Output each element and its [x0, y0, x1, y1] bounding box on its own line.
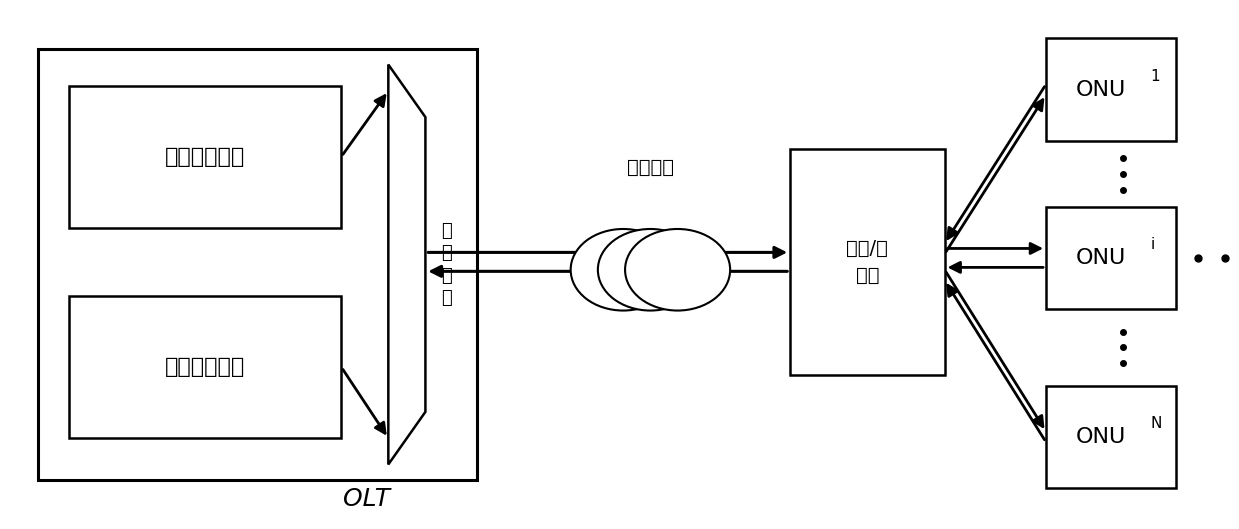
Bar [790, 149, 944, 375]
Ellipse shape [571, 229, 675, 311]
Text: 光
复
用
器: 光 复 用 器 [441, 222, 452, 307]
Bar [38, 49, 477, 480]
Bar [69, 296, 342, 438]
Bar [69, 86, 342, 227]
Bar [1046, 386, 1176, 488]
Text: 上行接收模块: 上行接收模块 [165, 357, 245, 377]
Text: 光分/合
路器: 光分/合 路器 [846, 239, 888, 285]
Text: 1: 1 [1151, 69, 1160, 84]
Bar [1046, 38, 1176, 141]
Text: OLT: OLT [342, 487, 389, 510]
Text: ONU: ONU [1075, 79, 1126, 99]
Text: ONU: ONU [1075, 248, 1126, 268]
Text: 馈线光纤: 馈线光纤 [627, 158, 674, 177]
Polygon shape [388, 65, 425, 464]
Text: ONU: ONU [1075, 427, 1126, 447]
Bar [1046, 207, 1176, 309]
Text: N: N [1151, 416, 1162, 431]
Text: i: i [1151, 238, 1155, 252]
Ellipse shape [598, 229, 703, 311]
Text: 下行发送模块: 下行发送模块 [165, 147, 245, 167]
Ellipse shape [624, 229, 730, 311]
